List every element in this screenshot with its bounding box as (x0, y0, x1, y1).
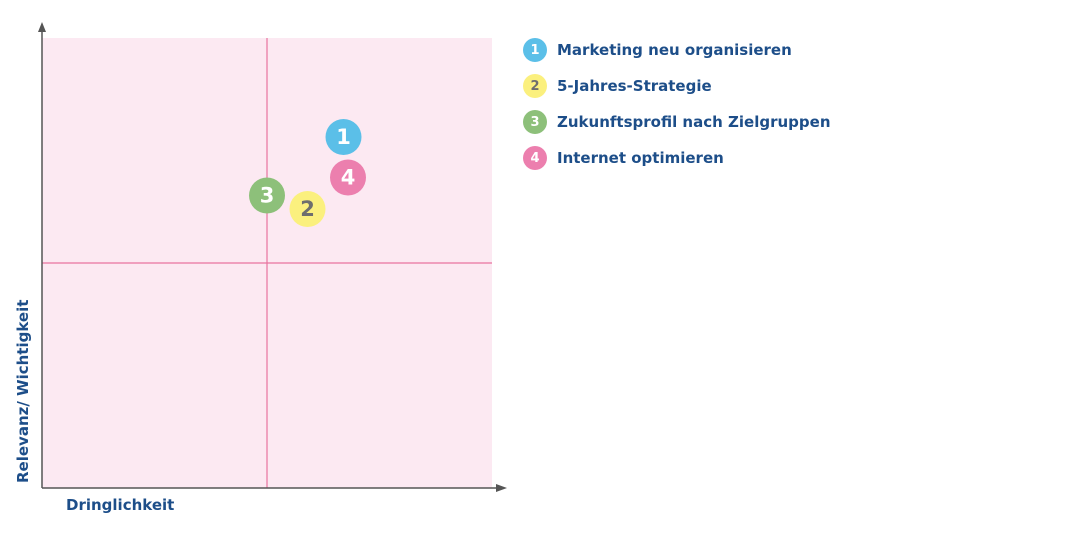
y-axis-arrow-icon (38, 22, 46, 32)
legend-label: Marketing neu organisieren (557, 41, 792, 59)
legend-marker: 2 (523, 74, 547, 98)
legend-label: 5-Jahres-Strategie (557, 77, 712, 95)
data-point-marker (325, 119, 362, 155)
data-point-1: 1 (325, 119, 362, 155)
data-point-2: 2 (289, 191, 326, 227)
data-point-marker (289, 191, 326, 227)
y-axis-label: Relevanz/ Wichtigkeit (14, 300, 32, 483)
data-point-label: 3 (260, 184, 275, 208)
data-point-4: 4 (330, 159, 366, 196)
legend-marker: 1 (523, 38, 547, 62)
legend-marker: 3 (523, 110, 547, 134)
legend-item-2: 2 5-Jahres-Strategie (523, 74, 831, 98)
legend-marker: 4 (523, 146, 547, 170)
data-point-label: 1 (336, 125, 351, 149)
data-point-label: 4 (341, 166, 356, 190)
legend-item-4: 4 Internet optimieren (523, 146, 831, 170)
x-axis-arrow-icon (496, 484, 507, 492)
legend: 1 Marketing neu organisieren 2 5-Jahres-Str… (523, 38, 831, 182)
legend-item-3: 3 Zukunftsprofil nach Zielgruppen (523, 110, 831, 134)
data-point-3: 3 (249, 177, 285, 214)
legend-item-1: 1 Marketing neu organisieren (523, 38, 831, 62)
data-point-marker (249, 177, 285, 214)
data-point-label: 2 (300, 197, 315, 221)
legend-label: Internet optimieren (557, 149, 724, 167)
data-points: 3 2 1 4 (249, 119, 366, 227)
data-point-marker (330, 159, 366, 196)
x-axis-label: Dringlichkeit (66, 496, 174, 514)
legend-label: Zukunftsprofil nach Zielgruppen (557, 113, 831, 131)
